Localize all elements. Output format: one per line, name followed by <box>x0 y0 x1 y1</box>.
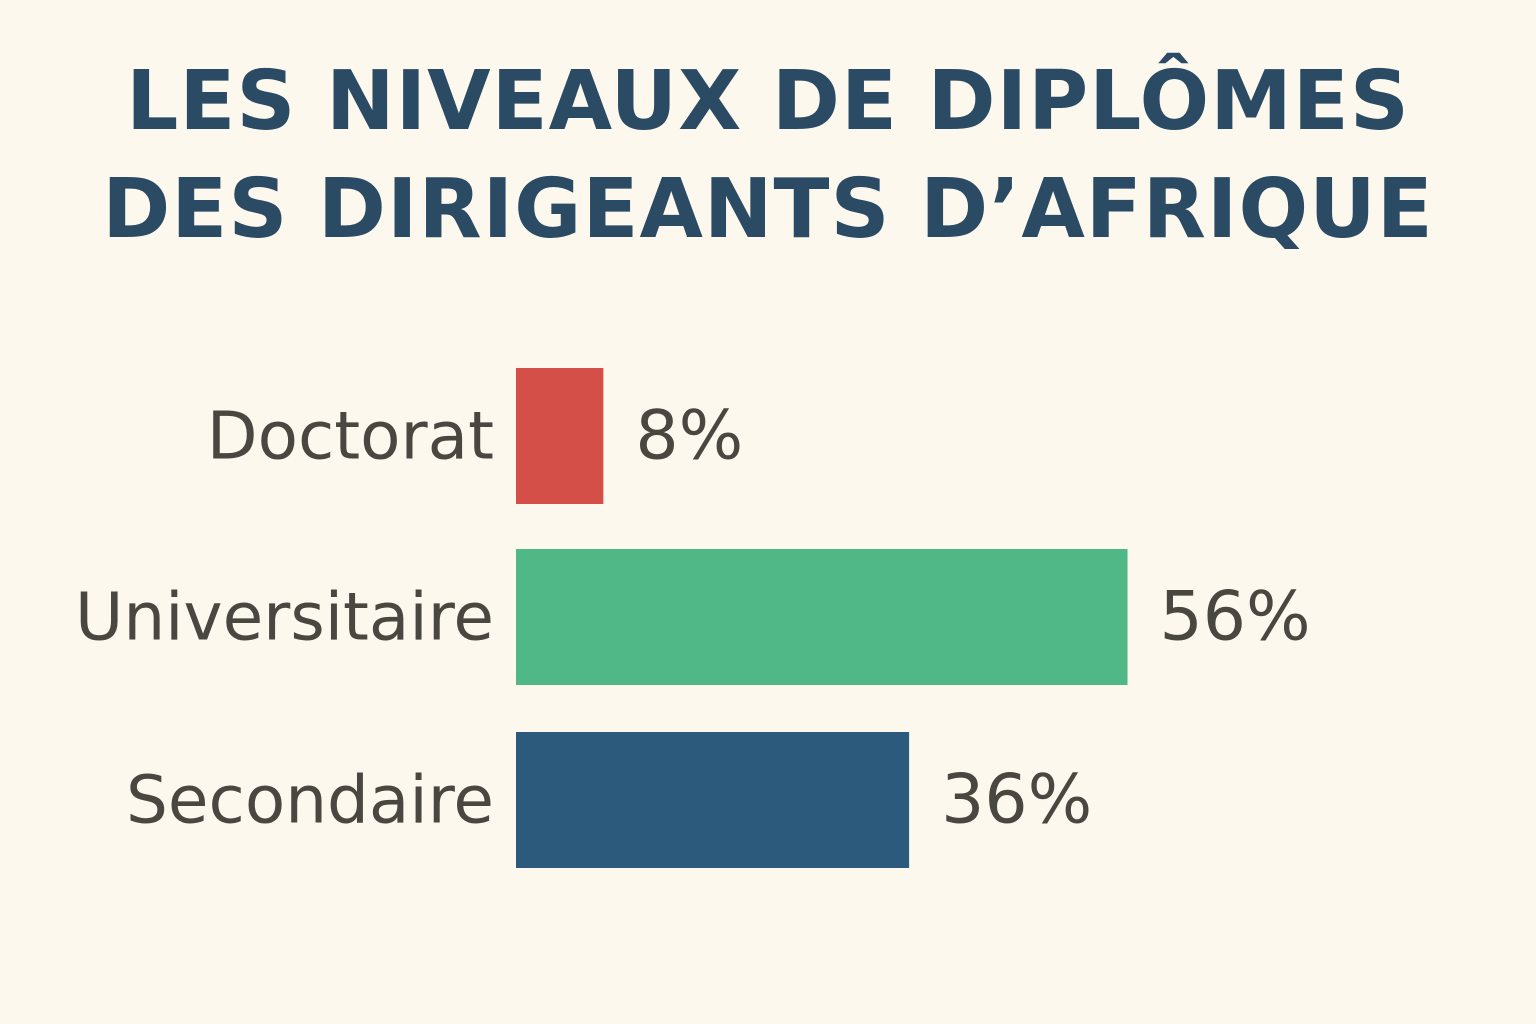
category-label-universitaire: Universitaire <box>75 579 494 656</box>
value-label-doctorat: 8% <box>635 397 743 476</box>
chart-title-line-2: DES DIRIGEANTS D’AFRIQUE <box>102 162 1434 257</box>
bar-doctorat <box>516 368 604 504</box>
bar-universitaire <box>516 549 1128 685</box>
value-label-universitaire: 56% <box>1160 578 1311 657</box>
chart-title: LES NIVEAUX DE DIPLÔMES DES DIRIGEANTS D… <box>0 48 1536 264</box>
bar-secondaire <box>516 732 910 868</box>
category-label-secondaire: Secondaire <box>126 762 494 839</box>
category-label-doctorat: Doctorat <box>207 398 494 475</box>
value-label-secondaire: 36% <box>941 761 1092 840</box>
chart-title-line-1: LES NIVEAUX DE DIPLÔMES <box>126 54 1410 149</box>
